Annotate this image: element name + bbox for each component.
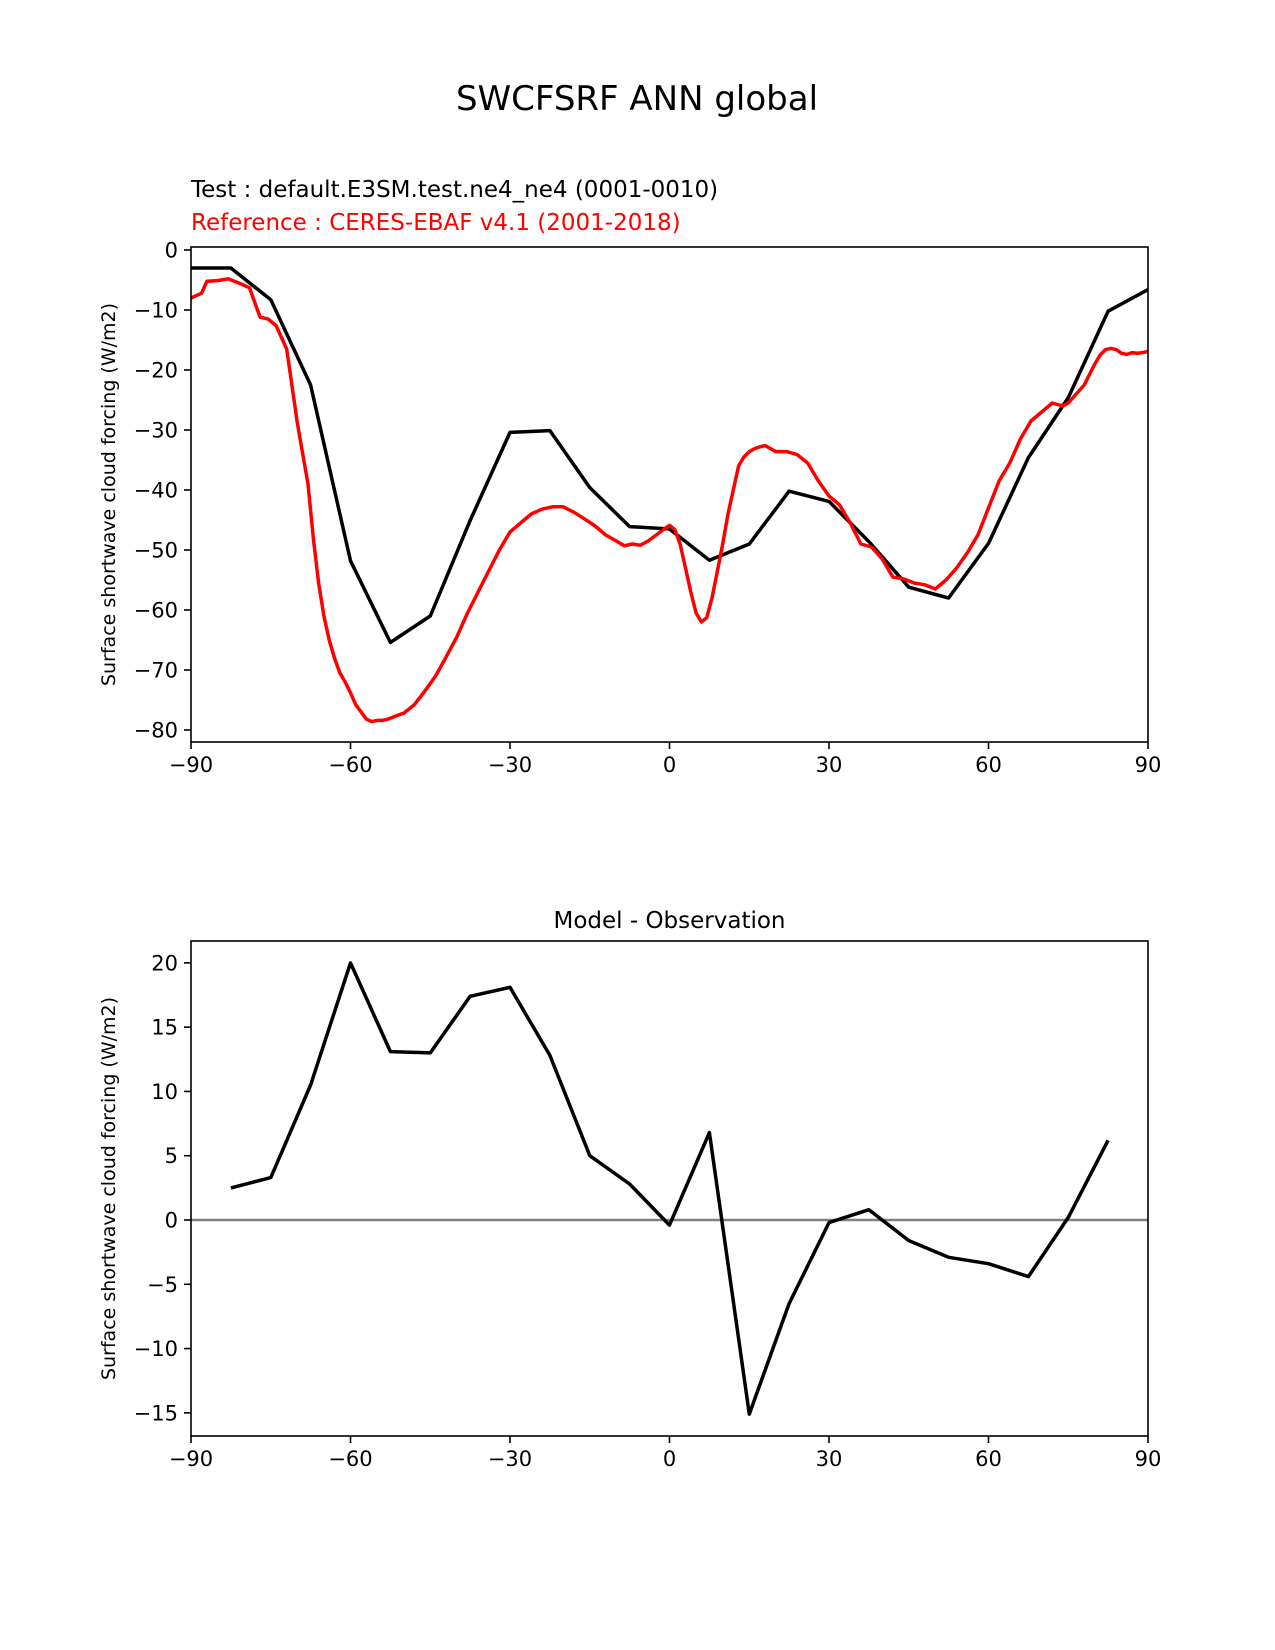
y-tick-label: −40 xyxy=(134,479,178,503)
x-tick-label: −30 xyxy=(488,753,532,777)
y-tick-label: −5 xyxy=(147,1273,178,1297)
x-tick-label: −60 xyxy=(328,1447,372,1471)
x-tick-label: −90 xyxy=(169,1447,213,1471)
x-tick-label: 60 xyxy=(975,753,1002,777)
y-tick-label: 5 xyxy=(165,1144,178,1168)
x-tick-label: 0 xyxy=(663,1447,676,1471)
y-axis-label: Surface shortwave cloud forcing (W/m2) xyxy=(98,997,120,1380)
x-tick-label: 30 xyxy=(816,753,843,777)
figure-title: SWCFSRF ANN global xyxy=(456,79,818,119)
y-tick-label: −30 xyxy=(134,419,178,443)
y-tick-label: 0 xyxy=(165,239,178,263)
y-tick-label: −60 xyxy=(134,599,178,623)
x-tick-label: 60 xyxy=(975,1447,1002,1471)
y-tick-label: −15 xyxy=(134,1401,178,1425)
y-tick-label: 10 xyxy=(151,1080,178,1104)
test-label: Test : default.E3SM.test.ne4_ne4 (0001-0… xyxy=(190,177,718,203)
x-tick-label: −30 xyxy=(488,1447,532,1471)
y-tick-label: −20 xyxy=(134,359,178,383)
y-tick-label: −10 xyxy=(134,1337,178,1361)
x-tick-label: 90 xyxy=(1135,753,1162,777)
y-tick-label: 20 xyxy=(151,951,178,975)
x-tick-label: −60 xyxy=(328,753,372,777)
x-tick-label: −90 xyxy=(169,753,213,777)
y-tick-label: −70 xyxy=(134,659,178,683)
panel-title: Model - Observation xyxy=(553,908,785,934)
x-tick-label: 30 xyxy=(816,1447,843,1471)
difference-panel-chart: −90 −60 −30 0 30 60 90 20 15 10 5 0 −5 −10 −15 Surface … xyxy=(98,908,1161,1471)
y-tick-label: 15 xyxy=(151,1016,178,1040)
y-tick-label: −10 xyxy=(134,299,178,323)
y-tick-label: 0 xyxy=(165,1209,178,1233)
test-series-line xyxy=(230,961,1110,1416)
top-panel-chart: −90 −60 −30 0 30 60 90 0 −10 −20 −30 −40 −50 −60 −70 −8… xyxy=(98,239,1161,778)
y-tick-label: −50 xyxy=(134,539,178,563)
x-tick-label: 0 xyxy=(663,753,676,777)
reference-label: Reference : CERES-EBAF v4.1 (2001-2018) xyxy=(191,210,681,236)
test-series-line xyxy=(191,266,1149,645)
y-axis-label: Surface shortwave cloud forcing (W/m2) xyxy=(98,303,120,686)
reference-series-line xyxy=(190,277,1149,724)
y-tick-label: −80 xyxy=(134,719,178,743)
x-tick-label: 90 xyxy=(1135,1447,1162,1471)
